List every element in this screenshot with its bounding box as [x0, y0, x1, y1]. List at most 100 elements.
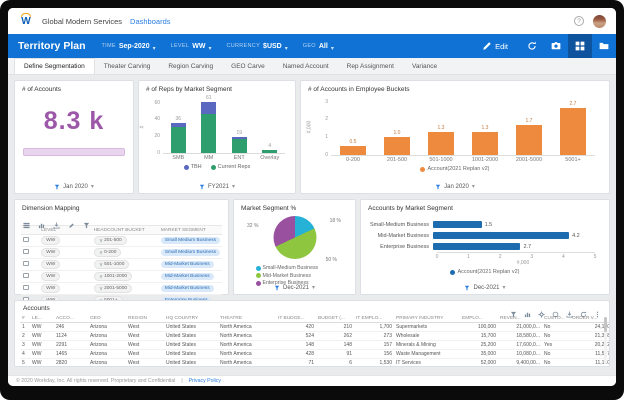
market-segment-pill[interactable]: Small Medium Business	[160, 237, 220, 244]
level-pill[interactable]: WW	[41, 260, 61, 269]
table-row[interactable]: 4 WW 1465 Arizona West United States North Ame…	[20, 349, 609, 359]
tab-named-account[interactable]: Named Account	[282, 62, 329, 70]
tab-bar: Define Segmentation Theater Carving Region…	[8, 58, 616, 75]
period-filter[interactable]: Dec-2021	[234, 284, 355, 291]
segment-cell: Small Medium Business	[158, 234, 222, 247]
row-checkbox[interactable]	[23, 284, 29, 291]
cell: Arizona	[88, 331, 126, 341]
bar	[340, 146, 366, 155]
export-icon[interactable]	[566, 305, 573, 318]
stacked-bar-smb[interactable]: 36	[170, 116, 186, 153]
pie-graphic[interactable]	[273, 216, 316, 259]
settings-icon[interactable]	[538, 305, 545, 318]
accounts-count-bar	[23, 148, 125, 156]
help-icon[interactable]	[574, 16, 584, 26]
bar-1001-2000[interactable]: 1.3	[472, 125, 498, 155]
refresh-icon[interactable]	[580, 305, 587, 318]
tab-define-segmentation[interactable]: Define Segmentation	[14, 58, 95, 74]
tab-rep-assignment[interactable]: Rep Assignment	[346, 62, 394, 70]
privacy-policy-link[interactable]: Privacy Policy	[188, 378, 221, 384]
row-checkbox[interactable]	[23, 272, 29, 279]
tab-variance[interactable]: Variance	[411, 62, 438, 70]
level-pill[interactable]: WW	[41, 248, 61, 257]
row-checkbox[interactable]	[23, 260, 29, 267]
column-header-budget: BUDGET (...	[316, 314, 354, 323]
stacked-bar-overlay[interactable]: 4	[262, 143, 278, 153]
stacked-bar-mm[interactable]: 61	[201, 95, 217, 153]
level-pill[interactable]: WW	[41, 272, 61, 281]
market-segment-pill[interactable]: Mid-Market Business	[160, 285, 214, 292]
table-row[interactable]: 2 WW 1124 Arizona West United States North Ame…	[20, 331, 609, 341]
table-icon[interactable]	[23, 216, 30, 229]
filter-value: WW	[192, 42, 206, 50]
headcount-bucket-pill[interactable]: 201-500	[93, 236, 127, 245]
filter-icon[interactable]	[83, 216, 90, 229]
cell: 6	[316, 358, 354, 366]
filter-icon[interactable]	[510, 305, 517, 318]
bar-track: 2.7	[433, 243, 595, 250]
vertical-scrollbar[interactable]	[604, 317, 607, 364]
cell: WW	[30, 331, 54, 341]
reps-chart-categories: SMB MM ENT Overlay	[163, 155, 285, 161]
bar	[472, 132, 498, 155]
bucket-label: 201-500	[104, 238, 122, 243]
chart-icon[interactable]	[38, 216, 45, 229]
tab-region-carving[interactable]: Region Carving	[168, 62, 214, 70]
export-icon[interactable]	[53, 216, 60, 229]
legend-dot-icon	[255, 265, 261, 271]
row-checkbox[interactable]	[23, 248, 29, 255]
tab-theater-carving[interactable]: Theater Carving	[103, 62, 151, 70]
tab-geo-carve[interactable]: GEO Carve	[231, 62, 265, 70]
level-cell: WW	[39, 258, 92, 271]
grid-view-button[interactable]	[568, 34, 592, 58]
refresh-button[interactable]	[520, 34, 544, 58]
headcount-bucket-pill[interactable]: 1001-2000	[93, 272, 133, 281]
user-avatar[interactable]	[593, 14, 606, 28]
bar-201-500[interactable]: 1.0	[384, 130, 410, 155]
table-header: # LE... ACCO... GEO REGION HQ COUNTRY THEATRE I…	[20, 314, 609, 323]
market-segment-pill[interactable]: Mid-Market Business	[160, 273, 214, 280]
hbar-row-small-medium-business[interactable]: Small-Medium Business 1.5	[367, 219, 595, 230]
headcount-bucket-pill[interactable]: 0-200	[93, 248, 122, 257]
filter-level[interactable]: LEVEL WW	[171, 37, 212, 55]
market-segment-pill[interactable]: Small Medium Business	[160, 249, 220, 256]
table-row[interactable]: 5 WW 2820 Arizona West United States North Ame…	[20, 358, 609, 366]
period-filter[interactable]: Jan 2020	[301, 183, 609, 190]
period-filter[interactable]: Jan 2020	[15, 183, 133, 190]
scrollbar-thumb[interactable]	[604, 317, 607, 332]
bar-2001-5000[interactable]: 1.7	[516, 118, 542, 155]
period-label: FY2021	[207, 183, 229, 190]
checkbox-cell	[21, 282, 40, 295]
period-filter[interactable]: FY2021	[139, 183, 295, 190]
level-pill[interactable]: WW	[41, 236, 61, 245]
edit-icon[interactable]	[68, 216, 75, 228]
filter-time[interactable]: TIME Sep-2020	[102, 37, 156, 55]
snapshot-button[interactable]	[544, 34, 568, 58]
filter-currency[interactable]: CURRENCY $USD	[226, 37, 287, 55]
chart-icon[interactable]	[524, 305, 531, 318]
table-row[interactable]: 3 WW 2291 Arizona West United States North Ame…	[20, 340, 609, 350]
checkbox-cell	[21, 270, 40, 283]
dashboards-link[interactable]: Dashboards	[130, 16, 171, 26]
hbar-row-mid-market-business[interactable]: Mid-Market Business 4.2	[367, 230, 595, 241]
table-row[interactable]: 1 WW 246 Arizona West United States North Amer…	[20, 322, 609, 332]
cell: West	[126, 340, 164, 350]
folder-button[interactable]	[592, 34, 616, 58]
history-icon[interactable]	[552, 305, 559, 318]
cell: United States	[164, 331, 218, 341]
market-segment-pill[interactable]: Mid-Market Business	[160, 261, 214, 268]
level-pill[interactable]: WW	[41, 284, 61, 293]
bar-5001[interactable]: 2.7	[560, 101, 586, 155]
bar-0-200[interactable]: 0.5	[340, 139, 366, 155]
hbar-row-enterprise-business[interactable]: Enterprise Business 2.7	[367, 241, 595, 252]
headcount-bucket-pill[interactable]: 501-1000	[93, 260, 130, 269]
prompt-icon	[99, 275, 103, 279]
headcount-bucket-pill[interactable]: 2001-5000	[93, 284, 133, 293]
more-icon[interactable]	[594, 305, 601, 318]
bar-501-1000[interactable]: 1.3	[428, 125, 454, 155]
period-filter[interactable]: Dec-2021	[361, 284, 609, 291]
filter-geo[interactable]: GEO All	[303, 37, 334, 55]
row-checkbox[interactable]	[23, 236, 29, 243]
stacked-bar-ent[interactable]: 19	[231, 130, 247, 153]
edit-button[interactable]: Edit	[482, 41, 508, 51]
